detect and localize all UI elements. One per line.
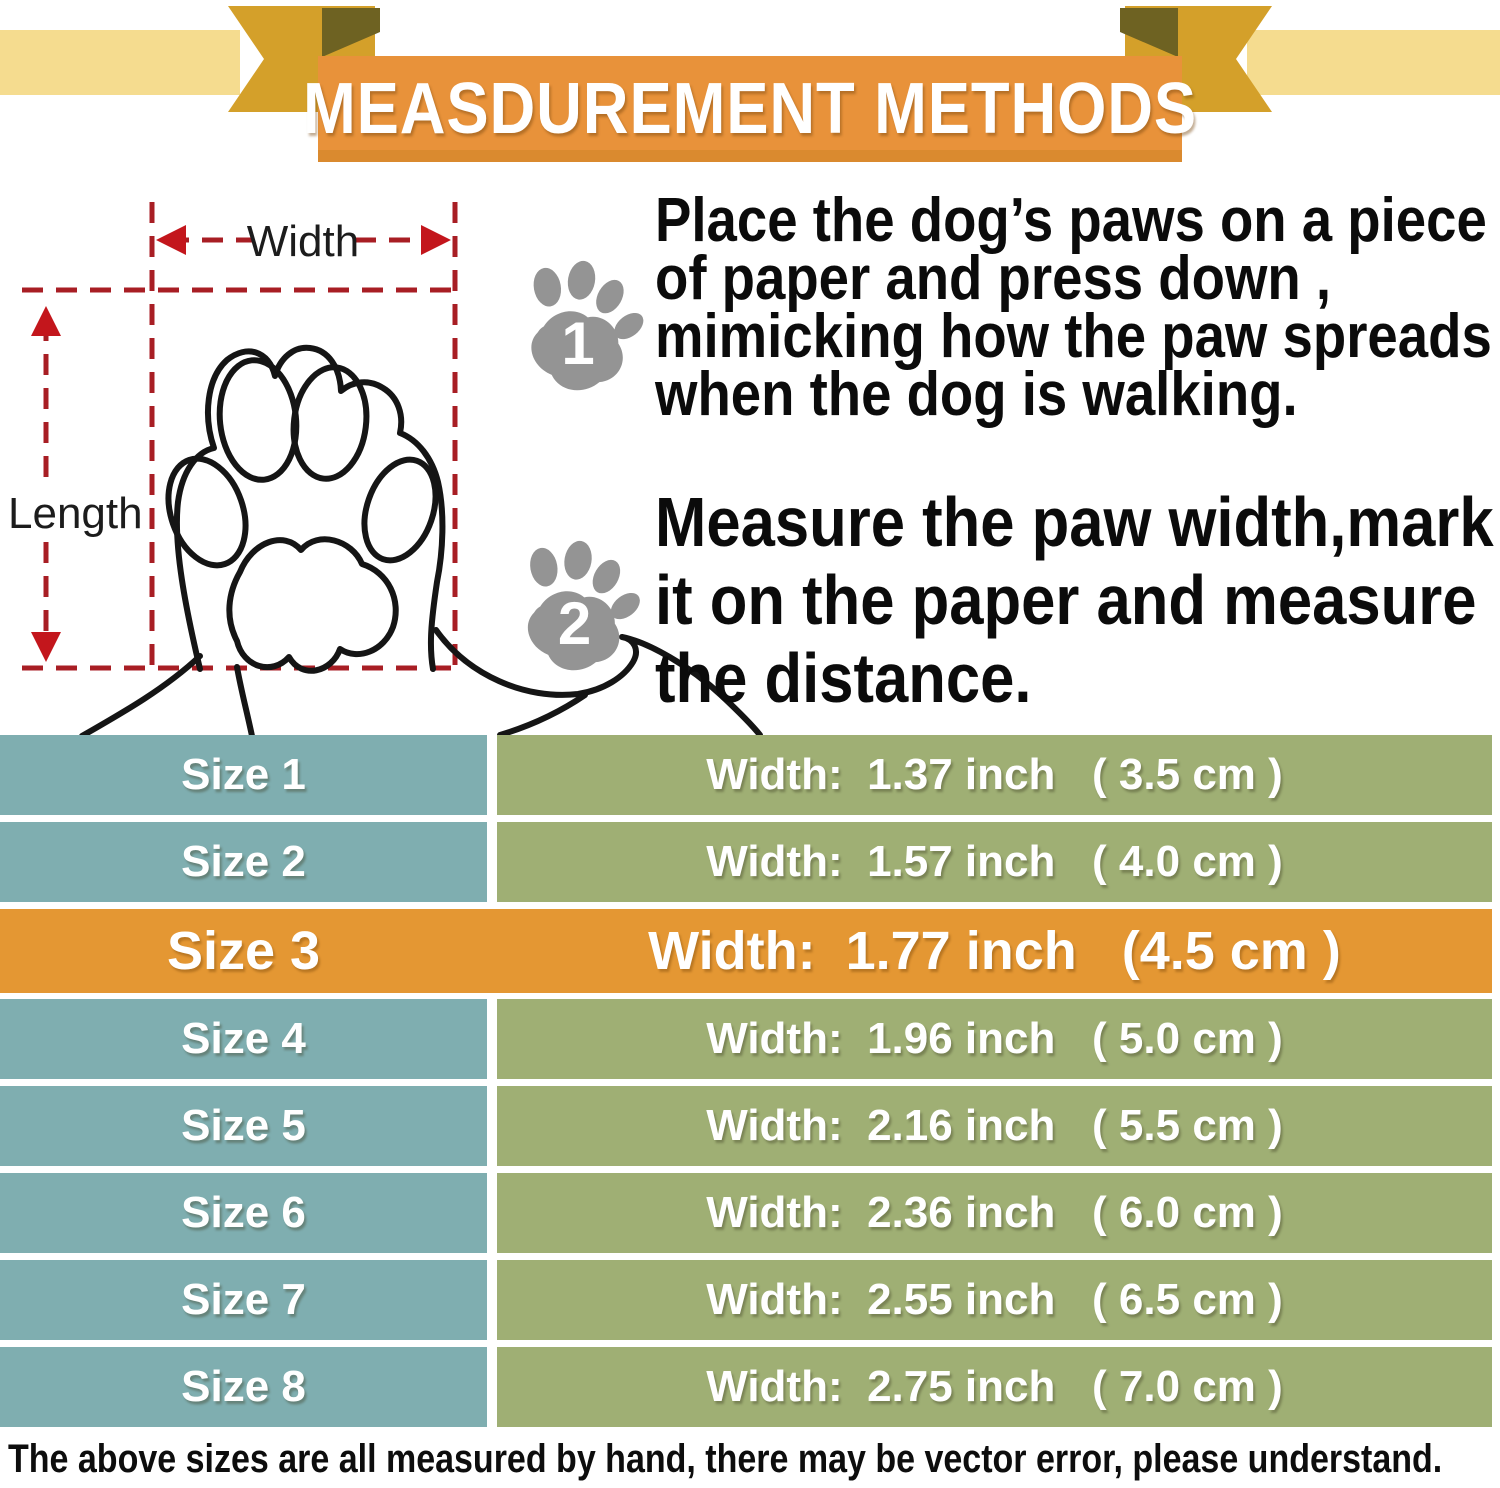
width-cell: Width: 2.16 inch ( 5.5 cm ) xyxy=(497,1086,1492,1166)
width-value: Width: 2.55 inch ( 6.5 cm ) xyxy=(706,1275,1283,1324)
table-row-size-5: Size 5 Width: 2.16 inch ( 5.5 cm ) xyxy=(0,1086,1492,1166)
size-cell: Size 8 xyxy=(0,1347,487,1427)
size-cell: Size 7 xyxy=(0,1260,487,1340)
width-value: Width: 1.96 inch ( 5.0 cm ) xyxy=(706,1014,1283,1063)
step2-line-1: Measure the paw width,mark xyxy=(655,483,1494,561)
banner-title: MEASDUREMENT METHODS xyxy=(303,56,1196,162)
size-cell: Size 6 xyxy=(0,1173,487,1253)
table-row-size-7: Size 7 Width: 2.55 inch ( 6.5 cm ) xyxy=(0,1260,1492,1340)
banner-bar-shade xyxy=(318,150,1182,162)
step1-line-4: when the dog is walking. xyxy=(655,360,1298,429)
table-row-size-4: Size 4 Width: 1.96 inch ( 5.0 cm ) xyxy=(0,999,1492,1079)
ribbon-fold-right xyxy=(1120,8,1178,57)
width-value: Width: 1.77 inch (4.5 cm ) xyxy=(648,921,1341,981)
size-cell: Size 3 xyxy=(0,909,487,993)
step2-line-3: the distance. xyxy=(655,639,1032,717)
paw-measurement-diagram: Width Length xyxy=(8,202,763,739)
paw-outline-drawing xyxy=(79,344,763,739)
size-label: Size 4 xyxy=(181,1014,306,1063)
footer-disclaimer: The above sizes are all measured by hand… xyxy=(8,1437,1500,1482)
size-label: Size 3 xyxy=(166,921,321,981)
dashed-guide-lines xyxy=(22,202,458,671)
width-cell: Width: 1.77 inch (4.5 cm ) xyxy=(497,909,1492,993)
step2-paw-icon: 2 xyxy=(527,540,640,671)
step1-line-1: Place the dog’s paws on a piece xyxy=(655,186,1487,255)
table-row-size-3-highlighted: Size 3 Width: 1.77 inch (4.5 cm ) xyxy=(0,909,1492,993)
size-label: Size 7 xyxy=(181,1275,306,1324)
step1-line-2: of paper and press down , xyxy=(655,244,1332,313)
ribbon-tail-left xyxy=(0,30,240,95)
width-label: Width xyxy=(247,217,359,266)
width-cell: Width: 1.57 inch ( 4.0 cm ) xyxy=(497,822,1492,902)
table-row-size-2: Size 2 Width: 1.57 inch ( 4.0 cm ) xyxy=(0,822,1492,902)
step2-number: 2 xyxy=(558,590,591,657)
width-cell: Width: 2.55 inch ( 6.5 cm ) xyxy=(497,1260,1492,1340)
size-label: Size 8 xyxy=(181,1362,306,1411)
width-value: Width: 2.36 inch ( 6.0 cm ) xyxy=(706,1188,1283,1237)
size-label: Size 2 xyxy=(181,837,306,886)
table-row-size-6: Size 6 Width: 2.36 inch ( 6.0 cm ) xyxy=(0,1173,1492,1253)
width-value: Width: 1.37 inch ( 3.5 cm ) xyxy=(706,750,1283,799)
width-value: Width: 2.75 inch ( 7.0 cm ) xyxy=(706,1362,1283,1411)
size-cell: Size 4 xyxy=(0,999,487,1079)
step1-line-3: mimicking how the paw spreads xyxy=(655,302,1492,371)
measure-arrowheads xyxy=(31,225,451,662)
width-cell: Width: 1.96 inch ( 5.0 cm ) xyxy=(497,999,1492,1079)
width-value: Width: 1.57 inch ( 4.0 cm ) xyxy=(706,837,1283,886)
table-row-size-8: Size 8 Width: 2.75 inch ( 7.0 cm ) xyxy=(0,1347,1492,1427)
step2-instructions: Measure the paw width,mark it on the pap… xyxy=(655,483,1500,717)
step1-number: 1 xyxy=(561,310,594,377)
ribbon-tail-right xyxy=(1247,30,1500,95)
width-value: Width: 2.16 inch ( 5.5 cm ) xyxy=(706,1101,1283,1150)
size-label: Size 6 xyxy=(181,1188,306,1237)
ribbon-banner-graphic xyxy=(0,6,1500,162)
table-row-size-1: Size 1 Width: 1.37 inch ( 3.5 cm ) xyxy=(0,735,1492,815)
size-cell: Size 2 xyxy=(0,822,487,902)
footer-disclaimer-text: The above sizes are all measured by hand… xyxy=(8,1437,1443,1481)
step1-instructions: Place the dog’s paws on a piece of paper… xyxy=(655,186,1500,429)
width-cell: Width: 2.36 inch ( 6.0 cm ) xyxy=(497,1173,1492,1253)
banner-title-text: MEASDUREMENT METHODS xyxy=(302,69,1198,149)
size-cell: Size 1 xyxy=(0,735,487,815)
ribbon-fold-left xyxy=(322,8,380,57)
step2-line-2: it on the paper and measure xyxy=(655,561,1477,639)
size-label: Size 1 xyxy=(181,750,306,799)
length-label: Length xyxy=(8,489,143,538)
width-cell: Width: 2.75 inch ( 7.0 cm ) xyxy=(497,1347,1492,1427)
size-chart-table: Size 1 Width: 1.37 inch ( 3.5 cm ) Size … xyxy=(0,735,1492,1434)
size-cell: Size 5 xyxy=(0,1086,487,1166)
width-cell: Width: 1.37 inch ( 3.5 cm ) xyxy=(497,735,1492,815)
size-label: Size 5 xyxy=(181,1101,306,1150)
step1-paw-icon: 1 xyxy=(531,260,644,391)
banner-bar xyxy=(318,56,1182,162)
